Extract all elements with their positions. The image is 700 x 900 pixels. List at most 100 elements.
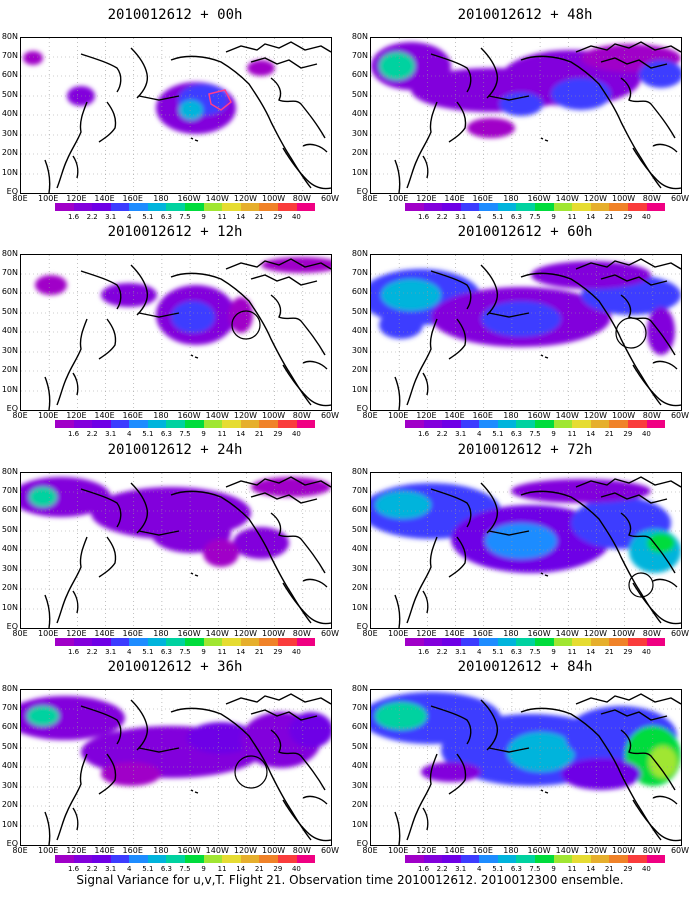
latitude-label: 80N bbox=[351, 467, 368, 476]
latitude-label: 60N bbox=[1, 505, 18, 514]
latitude-label: 80N bbox=[1, 467, 18, 476]
colorbar-label: 21 bbox=[254, 430, 264, 438]
coastline bbox=[302, 143, 328, 153]
coastline bbox=[98, 318, 117, 360]
observation-circle bbox=[234, 755, 268, 789]
colorbar-label: 29 bbox=[273, 213, 283, 221]
colorbar-swatch bbox=[646, 203, 666, 211]
longitude-label: 80E bbox=[362, 846, 378, 855]
latitude-label: 70N bbox=[1, 486, 18, 495]
colorbar-swatch bbox=[479, 638, 498, 646]
colorbar-label: 11 bbox=[567, 213, 577, 221]
panel-title: 2010012612 + 24h bbox=[107, 442, 243, 458]
colorbar-swatch bbox=[442, 420, 461, 428]
colorbar-swatch bbox=[129, 420, 148, 428]
colorbar-swatch bbox=[92, 638, 111, 646]
map-area bbox=[370, 689, 682, 846]
variance-map-svg bbox=[21, 255, 331, 410]
map-area bbox=[370, 472, 682, 629]
longitude-axis: 80E 100E 120E 140E 160E 180 160W 140W 120W 100W 80… bbox=[10, 194, 340, 204]
coastline bbox=[72, 590, 79, 614]
observation-circle bbox=[628, 572, 654, 598]
coastline bbox=[632, 582, 681, 625]
latitude-label: 70N bbox=[351, 703, 368, 712]
longitude-label: 60W bbox=[670, 194, 690, 203]
longitude-label: 180 bbox=[153, 411, 169, 420]
variance-contour bbox=[101, 283, 157, 307]
colorbar-labels: 1.6 2.2 3.1 4 5.1 6.3 7.5 9 11 14 21 29 40 bbox=[405, 430, 665, 439]
colorbar-label: 2.2 bbox=[86, 213, 98, 221]
colorbar-swatch bbox=[535, 420, 554, 428]
longitude-label: 100W bbox=[262, 194, 286, 203]
longitude-label: 120E bbox=[66, 629, 87, 638]
colorbar-swatch bbox=[442, 203, 461, 211]
colorbar-swatch bbox=[516, 638, 536, 646]
latitude-label: 70N bbox=[1, 51, 18, 60]
colorbar-label: 2.2 bbox=[436, 648, 448, 656]
variance-map-svg bbox=[371, 473, 681, 628]
longitude-label: 140W bbox=[555, 194, 579, 203]
colorbar-label: 4 bbox=[127, 648, 132, 656]
coastline bbox=[270, 512, 326, 574]
map-area bbox=[20, 37, 332, 194]
colorbar-swatch bbox=[442, 638, 461, 646]
panel-title: 2010012612 + 72h bbox=[457, 442, 593, 458]
latitude-label: 40N bbox=[1, 326, 18, 335]
longitude-label: 140E bbox=[94, 411, 115, 420]
latitude-label: 30N bbox=[351, 346, 368, 355]
variance-contour bbox=[647, 533, 675, 553]
longitude-label: 160W bbox=[527, 629, 551, 638]
latitude-label: EQ bbox=[6, 187, 18, 196]
latitude-label: EQ bbox=[356, 187, 368, 196]
latitude-label: 60N bbox=[351, 287, 368, 296]
map-panel: 2010012612 + 36h 80N 70N 60N 50N 40N 30N 20N 10N… bbox=[0, 657, 350, 875]
coastline bbox=[190, 137, 199, 142]
coastline bbox=[406, 318, 438, 406]
variance-map-svg bbox=[21, 38, 331, 193]
latitude-label: 60N bbox=[351, 505, 368, 514]
longitude-label: 60W bbox=[320, 194, 340, 203]
coastline bbox=[170, 55, 312, 189]
colorbar-swatch bbox=[129, 203, 148, 211]
coastline bbox=[130, 699, 149, 751]
colorbar-swatch bbox=[609, 203, 628, 211]
colorbar-label: 7.5 bbox=[529, 865, 541, 873]
colorbar-swatch bbox=[55, 420, 74, 428]
coastline bbox=[225, 693, 331, 705]
variance-contour bbox=[23, 51, 43, 65]
colorbar-label: 29 bbox=[273, 430, 283, 438]
colorbar-label: 21 bbox=[604, 865, 614, 873]
variance-contour bbox=[561, 758, 641, 790]
coastline bbox=[56, 753, 88, 841]
longitude-label: 160W bbox=[527, 194, 551, 203]
longitude-label: 180 bbox=[153, 846, 169, 855]
latitude-label: 60N bbox=[351, 722, 368, 731]
colorbar-label: 40 bbox=[291, 430, 301, 438]
longitude-label: 120W bbox=[233, 411, 258, 420]
colorbar-swatch bbox=[277, 855, 297, 863]
coastline bbox=[282, 364, 331, 407]
coastline bbox=[540, 354, 549, 359]
colorbar bbox=[55, 203, 316, 211]
colorbar-label: 11 bbox=[217, 430, 227, 438]
coastline bbox=[520, 490, 662, 624]
coastline bbox=[406, 101, 438, 189]
colorbar bbox=[405, 420, 666, 428]
latitude-label: 30N bbox=[351, 564, 368, 573]
colorbar-swatch bbox=[572, 855, 591, 863]
colorbar-label: 3.1 bbox=[105, 213, 117, 221]
longitude-label: 80E bbox=[362, 629, 378, 638]
latitude-label: 20N bbox=[1, 800, 18, 809]
coastline bbox=[225, 258, 331, 270]
longitude-label: 160E bbox=[472, 629, 493, 638]
variance-contour bbox=[251, 477, 331, 497]
colorbar-label: 7.5 bbox=[529, 648, 541, 656]
colorbar-swatch bbox=[259, 420, 278, 428]
longitude-label: 160W bbox=[177, 629, 201, 638]
colorbar-labels: 1.6 2.2 3.1 4 5.1 6.3 7.5 9 11 14 21 29 40 bbox=[405, 648, 665, 657]
longitude-label: 160E bbox=[122, 629, 143, 638]
coastline bbox=[170, 707, 312, 841]
colorbar-swatch bbox=[572, 638, 591, 646]
colorbar-swatch bbox=[296, 855, 316, 863]
coastline bbox=[98, 753, 117, 795]
